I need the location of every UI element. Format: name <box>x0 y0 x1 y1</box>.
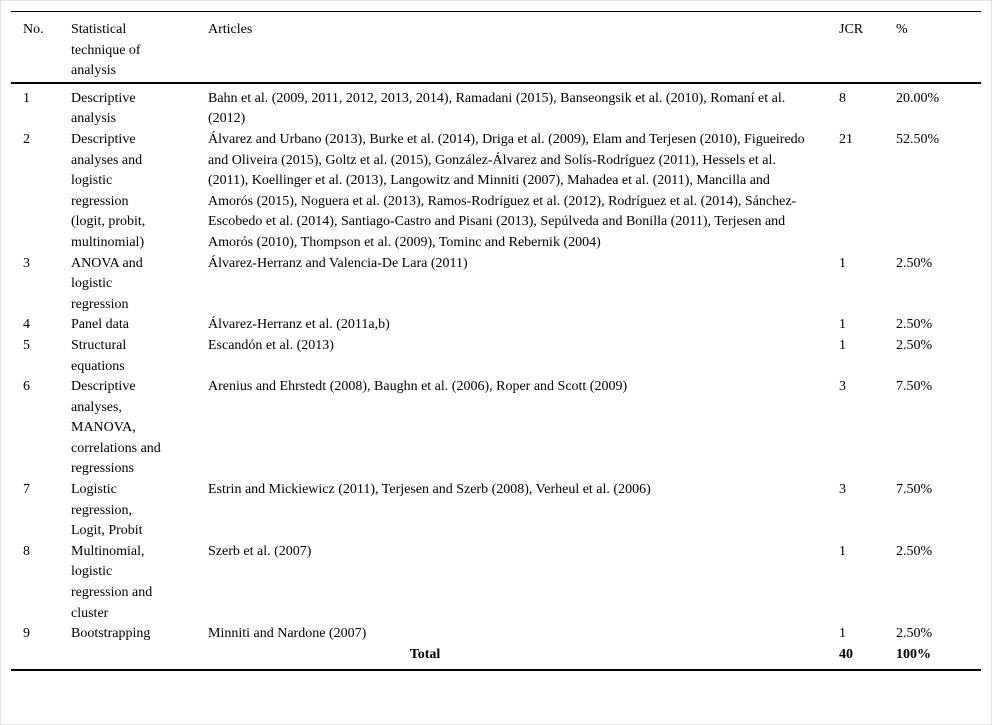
cell-articles: Estrin and Mickiewicz (2011), Terjesen a… <box>208 482 651 498</box>
cell-pct: 2.50% <box>896 337 933 353</box>
cell-jcr: 1 <box>839 317 846 333</box>
cell-jcr: 3 <box>839 482 846 498</box>
cell-technique: Descriptive analyses, MANOVA, correlatio… <box>71 379 161 477</box>
cell-technique: Structural equations <box>71 337 127 374</box>
column-header-technique: Statistical technique of analysis <box>71 11 208 84</box>
cell-jcr: 1 <box>839 337 846 353</box>
cell-technique: Logistic regression, Logit, Probit <box>71 482 143 539</box>
table-row: 2 Descriptive analyses and logistic regr… <box>11 130 981 254</box>
table-row: 3 ANOVA and logistic regression Álvarez-… <box>11 254 981 316</box>
cell-pct: 2.50% <box>896 543 933 559</box>
cell-no: 3 <box>23 255 30 271</box>
cell-pct: 7.50% <box>896 482 933 498</box>
table-row: 8 Multinomial, logistic regression and c… <box>11 542 981 624</box>
table-row: 1 Descriptive analysis Bahn et al. (2009… <box>11 83 981 130</box>
table-row: 4 Panel data Álvarez-Herranz et al. (201… <box>11 315 981 336</box>
table-row: 5 Structural equations Escandón et al. (… <box>11 336 981 377</box>
cell-pct: 2.50% <box>896 255 933 271</box>
cell-technique: Descriptive analyses and logistic regres… <box>71 131 146 250</box>
cell-articles: Szerb et al. (2007) <box>208 543 312 559</box>
header-row: No. Statistical technique of analysis Ar… <box>11 11 981 84</box>
cell-technique: Panel data <box>71 317 129 333</box>
table-row: 7 Logistic regression, Logit, Probit Est… <box>11 480 981 542</box>
column-header-no: No. <box>11 11 71 84</box>
total-row: Total 40 100% <box>11 645 981 671</box>
cell-pct: 52.50% <box>896 131 940 147</box>
cell-no: 9 <box>23 626 30 642</box>
cell-articles: Minniti and Nardone (2007) <box>208 626 367 642</box>
cell-articles: Bahn et al. (2009, 2011, 2012, 2013, 201… <box>208 90 786 127</box>
cell-no: 6 <box>23 379 30 395</box>
column-header-pct: % <box>896 11 981 84</box>
cell-no: 2 <box>23 131 30 147</box>
cell-pct: 7.50% <box>896 379 933 395</box>
cell-no: 7 <box>23 482 30 498</box>
cell-technique: Descriptive analysis <box>71 90 136 127</box>
cell-jcr: 1 <box>839 543 846 559</box>
cell-technique: ANOVA and logistic regression <box>71 255 143 312</box>
table-row: 6 Descriptive analyses, MANOVA, correlat… <box>11 377 981 480</box>
cell-articles: Arenius and Ehrstedt (2008), Baughn et a… <box>208 379 628 395</box>
total-jcr: 40 <box>839 646 853 662</box>
table-row: 9 Bootstrapping Minniti and Nardone (200… <box>11 624 981 645</box>
cell-no: 1 <box>23 90 30 106</box>
cell-articles: Álvarez and Urbano (2013), Burke et al. … <box>208 131 805 250</box>
statistical-techniques-table: No. Statistical technique of analysis Ar… <box>11 11 981 672</box>
cell-jcr: 1 <box>839 626 846 642</box>
cell-articles: Escandón et al. (2013) <box>208 337 334 353</box>
column-header-articles: Articles <box>208 11 839 84</box>
cell-jcr: 3 <box>839 379 846 395</box>
cell-technique: Bootstrapping <box>71 626 151 642</box>
cell-no: 5 <box>23 337 30 353</box>
cell-pct: 20.00% <box>896 90 940 106</box>
cell-articles: Álvarez-Herranz et al. (2011a,b) <box>208 317 390 333</box>
cell-pct: 2.50% <box>896 317 933 333</box>
cell-jcr: 1 <box>839 255 846 271</box>
cell-pct: 2.50% <box>896 626 933 642</box>
cell-articles: Álvarez-Herranz and Valencia-De Lara (20… <box>208 255 468 271</box>
column-header-jcr: JCR <box>839 11 896 84</box>
cell-jcr: 21 <box>839 131 853 147</box>
total-label: Total <box>409 646 441 662</box>
cell-no: 4 <box>23 317 30 333</box>
total-pct: 100% <box>896 646 931 662</box>
cell-jcr: 8 <box>839 90 846 106</box>
cell-no: 8 <box>23 543 30 559</box>
cell-technique: Multinomial, logistic regression and clu… <box>71 543 153 621</box>
